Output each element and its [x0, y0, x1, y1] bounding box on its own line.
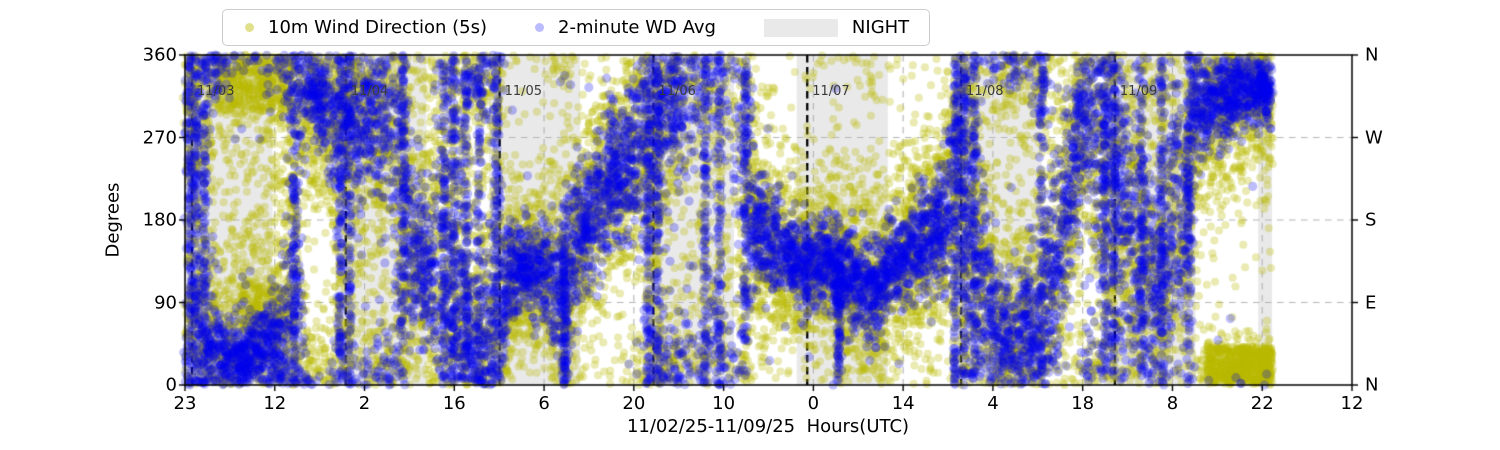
- legend: 10m Wind Direction (5s) 2-minute WD Avg …: [222, 9, 931, 46]
- legend-label: NIGHT: [851, 17, 910, 38]
- legend-item-10m-wind-direction: 10m Wind Direction (5s): [245, 17, 487, 38]
- legend-item-night: NIGHT: [763, 17, 910, 38]
- blue-scatter-marker-icon: [535, 23, 545, 32]
- night-patch-icon: [763, 18, 838, 37]
- yellow-scatter-marker-icon: [245, 23, 254, 32]
- legend-item-2-minute-wd-avg: 2-minute WD Avg: [535, 17, 716, 38]
- legend-label: 2-minute WD Avg: [558, 17, 716, 38]
- legend-label: 10m Wind Direction (5s): [268, 17, 488, 38]
